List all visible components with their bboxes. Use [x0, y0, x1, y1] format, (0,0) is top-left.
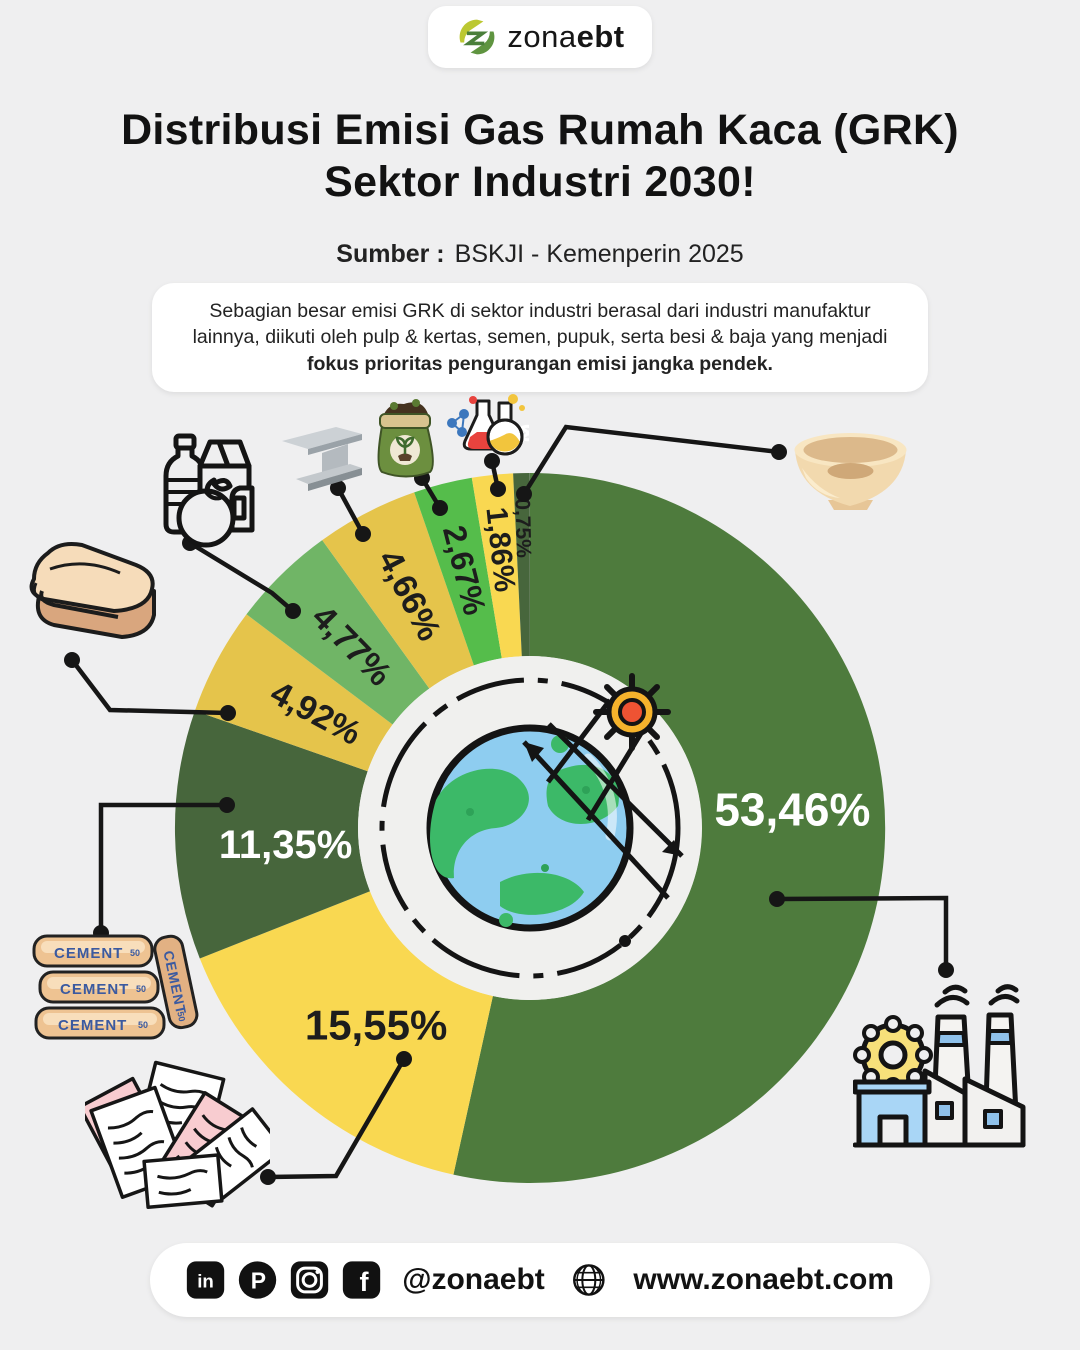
- donut-slice-1: [453, 472, 886, 1183]
- orbit-ring: [379, 677, 681, 979]
- summary-text-bold: fokus prioritas pengurangan emisi jangka…: [307, 352, 773, 375]
- linkedin-icon[interactable]: in: [186, 1257, 225, 1303]
- svg-text:CEMENT: CEMENT: [60, 981, 129, 998]
- paper-icon: [85, 1060, 270, 1210]
- sun-icon: [593, 673, 671, 751]
- page-title: Distribusi Emisi Gas Rumah Kaca (GRK) Se…: [40, 104, 1040, 209]
- callout-lines: [70, 424, 949, 1180]
- donut-slice-8: [471, 473, 522, 659]
- callout-ceramic: [522, 424, 780, 496]
- brand-zona: zona: [507, 19, 577, 54]
- textile-icon: [29, 542, 156, 639]
- svg-text:50: 50: [138, 1020, 148, 1030]
- callout-factory: [776, 895, 949, 970]
- donut-slice-4: [194, 614, 393, 772]
- donut-slice-7: [414, 477, 502, 666]
- slice-label-3: 11,35%: [219, 823, 352, 867]
- svg-text:CEMENT: CEMENT: [58, 1017, 127, 1034]
- earth-greenhouse-sun-icon: [379, 673, 684, 979]
- source-line: Sumber : BSKJI - Kemenperin 2025: [0, 240, 1080, 269]
- brand-name: zonaebt: [507, 19, 624, 55]
- svg-text:50: 50: [175, 1011, 187, 1023]
- svg-text:P: P: [251, 1267, 266, 1293]
- callout-steel: [336, 486, 365, 536]
- donut-slice-3: [174, 710, 370, 959]
- callout-paper: [267, 1057, 406, 1180]
- summary-card: Sebagian besar emisi GRK di sektor indus…: [152, 283, 928, 392]
- social-handle[interactable]: @zonaebt: [402, 1263, 545, 1296]
- pinterest-icon[interactable]: P: [238, 1257, 277, 1303]
- chemistry-icon: [447, 394, 529, 456]
- fertilizer-icon: [377, 399, 434, 478]
- logo-pill: zonaebt: [428, 6, 652, 68]
- svg-text:50: 50: [136, 984, 146, 994]
- globe-icon: [572, 1264, 605, 1296]
- svg-text:in: in: [197, 1271, 214, 1292]
- brand-ebt: ebt: [576, 19, 625, 54]
- svg-text:f: f: [360, 1266, 370, 1297]
- facebook-icon[interactable]: f: [342, 1257, 381, 1303]
- donut-slices: 53,46%15,55%11,35%4,92%4,77%4,66%2,67%1,…: [174, 472, 886, 1183]
- website-url[interactable]: www.zonaebt.com: [633, 1263, 895, 1296]
- callout-cement: [98, 802, 227, 933]
- source-value: BSKJI - Kemenperin 2025: [454, 240, 744, 268]
- zonaebt-logo-icon: [459, 19, 495, 55]
- ceramic-bowl-icon: [794, 433, 907, 510]
- slice-label-2: 15,55%: [305, 1002, 447, 1049]
- summary-text: Sebagian besar emisi GRK di sektor indus…: [192, 300, 888, 349]
- title-line-2: Sektor Industri 2030!: [324, 158, 756, 207]
- food-beverage-icon: [163, 433, 255, 548]
- slice-label-1: 53,46%: [714, 784, 870, 836]
- cement-bags-icon: CEMENT 50 CEMENT 50 CEMENT 50 CEMENT 50: [32, 934, 199, 1040]
- title-line-1: Distribusi Emisi Gas Rumah Kaca (GRK): [121, 106, 959, 154]
- factory-icon: [853, 984, 1026, 1148]
- donut-slice-2: [199, 891, 493, 1175]
- steel-beam-icon: [282, 427, 362, 491]
- slice-label-9: 0,75%: [511, 498, 535, 558]
- donut-slice-9: [513, 473, 530, 657]
- donut-slice-5: [246, 540, 430, 725]
- svg-text:CEMENT: CEMENT: [54, 945, 123, 962]
- callout-textile: [70, 658, 229, 716]
- footer-bar: in P f @zonaebt www.zonaebt.com: [150, 1243, 930, 1317]
- callout-food: [188, 541, 295, 613]
- instagram-icon[interactable]: [290, 1257, 329, 1303]
- svg-text:50: 50: [130, 948, 140, 958]
- source-label: Sumber :: [336, 240, 445, 268]
